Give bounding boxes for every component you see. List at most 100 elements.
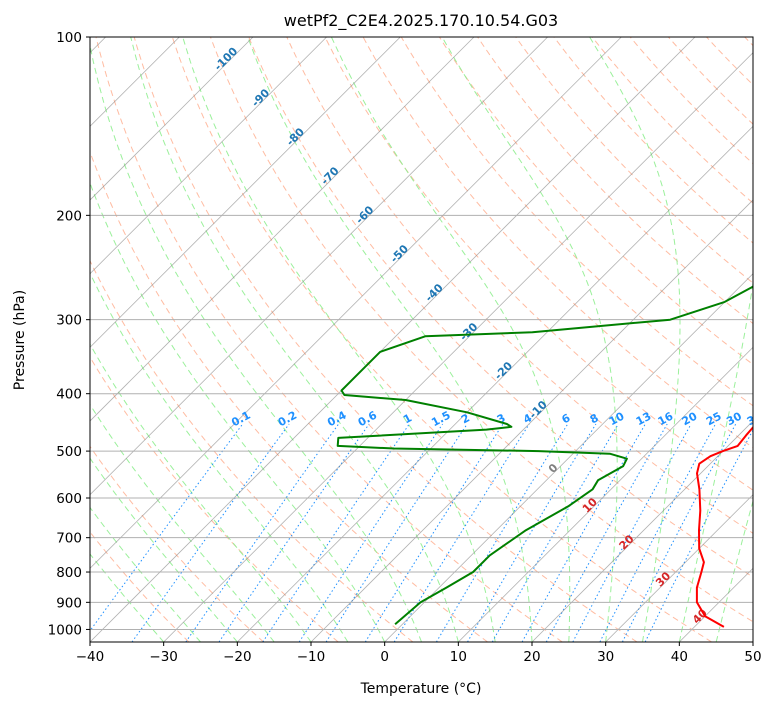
- x-tick-label: 0: [380, 649, 389, 665]
- y-tick-label: 400: [56, 387, 82, 403]
- moist-adiabat: [130, 37, 459, 642]
- isotherm-label: 20: [617, 532, 637, 552]
- mixing-ratio-line: [393, 423, 530, 642]
- dry-adiabat: [90, 531, 190, 642]
- x-tick-label: −20: [223, 649, 252, 665]
- moist-adiabat: [90, 43, 422, 642]
- mixing-ratio-label: 10: [607, 409, 627, 428]
- mixing-ratio-line: [185, 423, 340, 642]
- mixing-ratio-line: [545, 423, 668, 642]
- isotherm: [679, 567, 753, 642]
- mixing-ratio-label: 36: [745, 409, 765, 428]
- mixing-ratio-line: [298, 423, 444, 642]
- x-tick-label: 40: [671, 649, 688, 665]
- mixing-ratio-label: 25: [704, 410, 724, 429]
- x-axis: −40 −30 −20 −10 0 10 20 30 40 50: [76, 642, 762, 665]
- moist-adiabat: [330, 37, 571, 642]
- plot-frame: [89, 36, 754, 643]
- isotherm: [90, 37, 475, 422]
- moist-adiabat-label: -20: [492, 359, 515, 382]
- y-tick-label: 300: [56, 313, 82, 329]
- isotherm: [90, 37, 548, 496]
- isotherm: [458, 346, 753, 642]
- mixing-ratio-line: [621, 423, 737, 642]
- dry-adiabat: [744, 37, 753, 47]
- moist-adiabat: [90, 272, 349, 642]
- mixing-ratio-label: 20: [680, 409, 700, 428]
- isotherm: [163, 52, 753, 642]
- dry-adiabat: [706, 37, 753, 86]
- mixing-ratio-line: [599, 423, 716, 642]
- mixing-ratio-line: [131, 423, 290, 642]
- y-tick-label: 900: [56, 595, 82, 611]
- mixing-ratio-label: 16: [656, 409, 676, 428]
- mixing-ratio-line: [435, 423, 569, 642]
- dry-adiabat: [629, 37, 753, 165]
- mixing-ratio-label: 0.6: [356, 408, 380, 429]
- mixing-ratio-label: 1.5: [429, 409, 452, 430]
- dry-adiabat: [133, 37, 638, 642]
- mixing-ratio-label: 6: [560, 411, 573, 426]
- isotherm: [90, 37, 327, 275]
- isotherm: [90, 37, 696, 642]
- moist-adiabat: [90, 553, 165, 642]
- moist-adiabat: [90, 403, 275, 642]
- x-axis-label: Temperature (°C): [360, 681, 482, 697]
- mixing-ratio-label: 8: [588, 411, 601, 426]
- isotherm: [752, 641, 753, 642]
- mixing-ratio-line: [467, 423, 597, 642]
- dry-adiabat: [90, 445, 264, 642]
- mixing-ratio-line: [491, 423, 619, 642]
- moist-adiabat: [182, 37, 496, 642]
- plot-background: [90, 37, 753, 642]
- isotherm: [384, 273, 753, 642]
- isotherm: [90, 37, 254, 201]
- mixing-ratio-line: [572, 423, 692, 642]
- moist-adiabat-label: -100: [212, 44, 241, 73]
- dry-adiabat: [668, 37, 753, 125]
- moist-adiabat-label: -30: [457, 320, 480, 343]
- moist-adiabat-label: -40: [423, 281, 446, 304]
- line-labels: 0.1 0.2 0.4 0.6 1 1.5 2 3 4 6 8 10 13 16 20 25 30 3601020…: [212, 44, 765, 626]
- y-tick-label: 600: [56, 491, 82, 507]
- dry-adiabat: [324, 37, 753, 491]
- dewpoint-profile: [336, 285, 753, 625]
- x-tick-label: 20: [523, 649, 540, 665]
- moist-adiabat: [247, 37, 533, 642]
- mixing-ratio-line: [521, 423, 646, 642]
- isotherm: [90, 37, 622, 569]
- moist-adiabat: [678, 280, 753, 642]
- moist-adiabat-label: -80: [284, 125, 307, 148]
- chart-title: wetPf2_C2E4.2025.170.10.54.G03: [284, 11, 558, 31]
- mixing-ratio-label: 0.4: [325, 408, 349, 429]
- x-tick-label: 10: [450, 649, 467, 665]
- mixing-ratio-label: 1: [401, 411, 414, 426]
- x-tick-label: −30: [149, 649, 178, 665]
- mixing-ratio-line: [218, 423, 370, 642]
- moist-adiabat: [90, 506, 201, 642]
- dry-adiabat: [210, 37, 753, 623]
- moist-adiabat-label: -70: [318, 164, 341, 187]
- dry-adiabat: [90, 259, 414, 642]
- mixing-ratio-line: [364, 423, 504, 642]
- moist-adiabat: [589, 37, 681, 642]
- temperature-profile: [695, 425, 753, 628]
- y-tick-label: 500: [56, 444, 82, 460]
- dry-adiabat: [90, 150, 488, 642]
- dry-adiabat: [591, 37, 753, 204]
- isotherm: [531, 420, 753, 642]
- y-tick-label: 100: [56, 30, 82, 46]
- dry-adiabat: [171, 37, 712, 642]
- mixing-ratio-line: [262, 423, 410, 642]
- dry-adiabat: [400, 37, 753, 407]
- mixing-ratio-label: 0.1: [229, 409, 252, 430]
- mixing-ratio-label: 13: [634, 410, 654, 429]
- isotherm: [605, 494, 753, 642]
- x-tick-label: 50: [744, 649, 761, 665]
- isotherm: [90, 37, 401, 348]
- moist-adiabat: [90, 181, 386, 642]
- moist-adiabat-label: -60: [353, 203, 376, 226]
- moist-adiabat: [441, 37, 618, 642]
- y-tick-label: 200: [56, 208, 82, 224]
